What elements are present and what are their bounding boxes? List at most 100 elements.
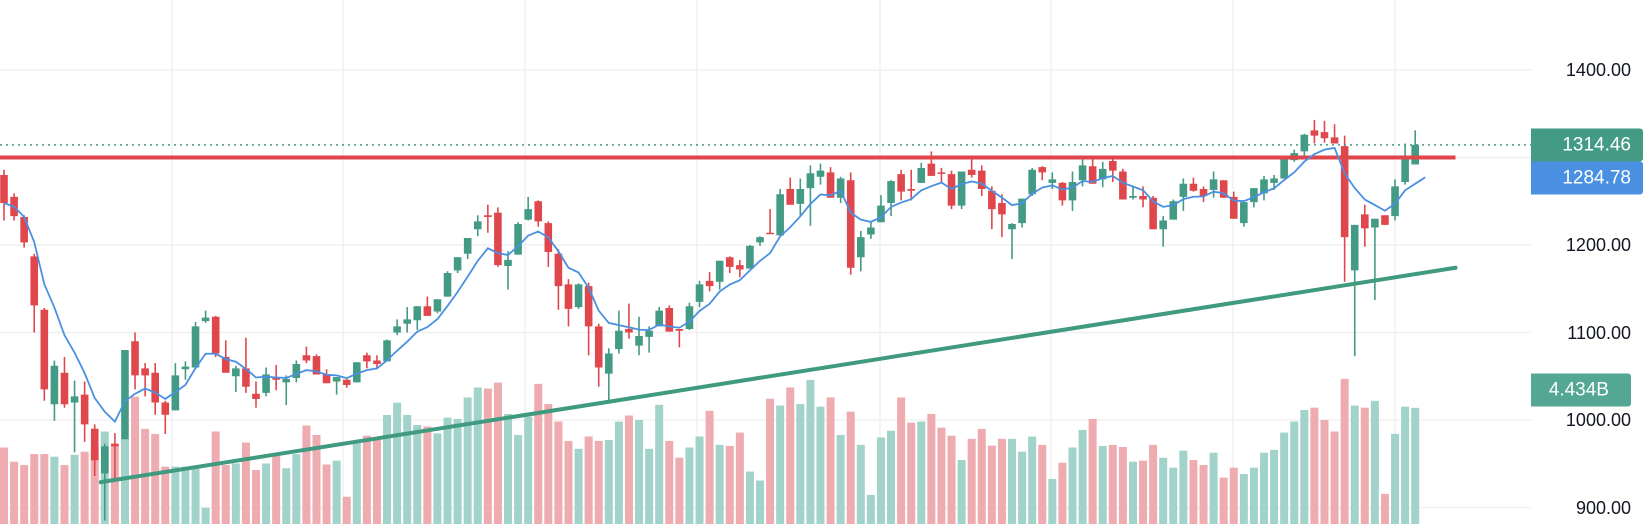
candle-body — [655, 310, 663, 327]
volume-bar — [131, 396, 140, 524]
volume-bar — [1219, 477, 1228, 524]
volume-bar — [624, 415, 633, 524]
candle-body — [373, 360, 381, 364]
candle-body — [504, 259, 512, 266]
volume-bar — [1310, 407, 1319, 524]
candle-body — [50, 365, 59, 405]
volume-bar — [1128, 461, 1137, 524]
candle-body — [594, 326, 603, 368]
candle — [20, 215, 28, 248]
candle-body — [252, 393, 260, 399]
volume-bar — [1280, 432, 1289, 524]
candle-body — [1189, 183, 1198, 191]
candle-body — [1381, 215, 1389, 225]
candle-body — [1179, 183, 1188, 197]
volume-bar — [10, 461, 19, 524]
candle-body — [645, 330, 653, 337]
volume-bar — [110, 444, 119, 524]
volume-bar — [1098, 445, 1107, 524]
candle — [1361, 204, 1369, 247]
candle-body — [232, 368, 240, 377]
candle — [907, 169, 915, 201]
candle — [1371, 218, 1379, 301]
candle-body — [1371, 218, 1379, 228]
candle — [1129, 186, 1137, 200]
volume-bar — [50, 456, 59, 524]
moving-average-line — [3, 146, 1426, 424]
candle-body — [443, 273, 452, 297]
candle — [534, 200, 543, 227]
candle — [282, 375, 291, 406]
candle-body — [1361, 214, 1369, 229]
candle — [342, 378, 351, 388]
support-trendline[interactable] — [98, 265, 1458, 485]
candle-body — [403, 319, 411, 324]
candle-body — [383, 340, 391, 362]
candle — [161, 400, 170, 434]
candle — [564, 279, 573, 327]
volume-bar — [70, 454, 79, 524]
candle-body — [342, 379, 351, 385]
candle — [201, 310, 210, 323]
candle — [232, 365, 240, 392]
volume-bar — [252, 470, 260, 524]
volume-bar — [262, 463, 271, 524]
candle — [796, 178, 805, 217]
candle — [897, 169, 905, 201]
candle — [1038, 166, 1047, 181]
candle — [554, 249, 563, 310]
candle — [1401, 143, 1409, 185]
candle-body — [1250, 188, 1258, 203]
candle — [1280, 159, 1288, 179]
candle-body — [80, 394, 89, 425]
candle — [1330, 124, 1339, 144]
volume-bar — [967, 438, 976, 524]
candle-body — [1169, 201, 1178, 220]
candle-body — [564, 284, 573, 309]
candle-body — [1300, 134, 1309, 152]
candle-body — [1109, 161, 1117, 171]
candle-body — [1330, 137, 1339, 144]
volume-bar — [463, 397, 472, 524]
candle — [887, 180, 895, 217]
volume-bar — [282, 468, 291, 524]
candle — [1340, 135, 1349, 282]
candle — [262, 367, 270, 397]
volume-bars — [0, 378, 1420, 524]
volume-bar — [20, 465, 29, 524]
candle-body — [312, 356, 321, 375]
candle — [846, 172, 855, 275]
volume-bar — [836, 434, 845, 524]
candle-body — [161, 402, 170, 415]
candle-body — [413, 306, 422, 321]
candle — [322, 369, 331, 384]
candle-body — [1058, 182, 1067, 201]
candle-body — [1149, 197, 1157, 230]
candle — [1028, 168, 1036, 196]
volume-bar — [272, 455, 281, 524]
candle-body — [695, 284, 704, 302]
candle-body — [332, 377, 341, 382]
volume-bar — [1270, 449, 1279, 524]
volume-bar — [181, 466, 190, 524]
candle-body — [846, 180, 855, 268]
volume-bar — [1360, 407, 1369, 524]
volume-bar — [1149, 444, 1158, 524]
candle-body — [90, 428, 99, 461]
candle-body — [826, 172, 835, 198]
candle — [746, 245, 754, 269]
candle — [625, 303, 633, 339]
candle-body — [998, 203, 1006, 215]
candle-body — [191, 326, 200, 368]
volume-bar — [574, 448, 583, 524]
candle — [353, 362, 361, 383]
candle-body — [70, 396, 79, 403]
candle-body — [302, 355, 311, 361]
volume-bar — [1189, 460, 1198, 524]
drawn-lines[interactable] — [0, 144, 1531, 485]
volume-bar — [1028, 436, 1037, 524]
candle-body — [201, 317, 210, 322]
candle-body — [1350, 224, 1359, 271]
candle — [1381, 215, 1389, 225]
